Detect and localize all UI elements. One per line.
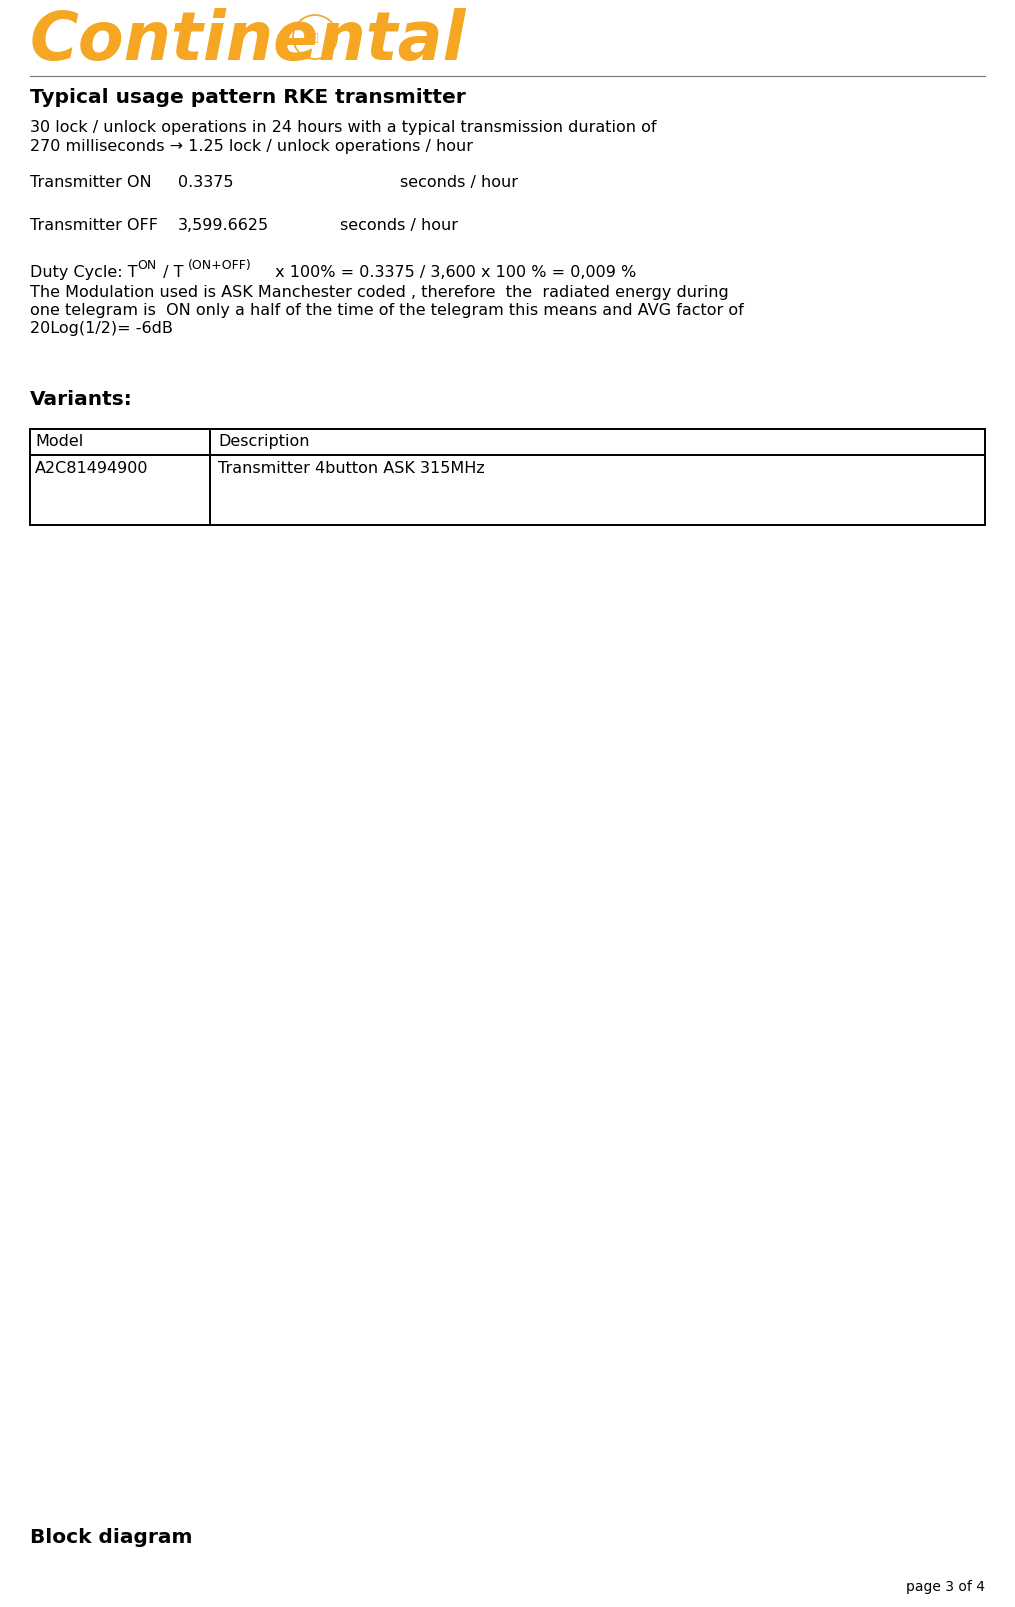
Text: Description: Description [218, 434, 310, 448]
Text: 0.3375: 0.3375 [178, 175, 233, 190]
Text: Typical usage pattern RKE transmitter: Typical usage pattern RKE transmitter [30, 88, 466, 108]
Text: seconds / hour: seconds / hour [400, 175, 518, 190]
Text: one telegram is  ON only a half of the time of the telegram this means and AVG f: one telegram is ON only a half of the ti… [30, 302, 744, 318]
Text: (ON+OFF): (ON+OFF) [188, 259, 252, 272]
Text: Block diagram: Block diagram [30, 1527, 193, 1546]
Text: 🐴: 🐴 [312, 34, 319, 43]
Text: 3,599.6625: 3,599.6625 [178, 219, 269, 233]
Text: / T: / T [158, 265, 189, 280]
Text: seconds / hour: seconds / hour [340, 219, 458, 233]
Text: The Modulation used is ASK Manchester coded , therefore  the  radiated energy du: The Modulation used is ASK Manchester co… [30, 284, 729, 301]
Text: Continental: Continental [30, 8, 467, 74]
Text: x 100% = 0.3375 / 3,600 x 100 % = 0,009 %: x 100% = 0.3375 / 3,600 x 100 % = 0,009 … [270, 265, 636, 280]
Text: 20Log(1/2)= -6dB: 20Log(1/2)= -6dB [30, 321, 173, 336]
Text: A2C81494900: A2C81494900 [35, 461, 148, 476]
Text: 270 milliseconds → 1.25 lock / unlock operations / hour: 270 milliseconds → 1.25 lock / unlock op… [30, 138, 473, 154]
Text: Model: Model [35, 434, 83, 448]
Text: ON: ON [137, 259, 156, 272]
Text: Variants:: Variants: [30, 391, 133, 408]
Text: Duty Cycle: T: Duty Cycle: T [30, 265, 138, 280]
Text: Transmitter OFF: Transmitter OFF [30, 219, 158, 233]
Text: 30 lock / unlock operations in 24 hours with a typical transmission duration of: 30 lock / unlock operations in 24 hours … [30, 121, 657, 135]
Text: Transmitter 4button ASK 315MHz: Transmitter 4button ASK 315MHz [218, 461, 485, 476]
Text: Transmitter ON: Transmitter ON [30, 175, 151, 190]
Text: page 3 of 4: page 3 of 4 [906, 1580, 985, 1593]
